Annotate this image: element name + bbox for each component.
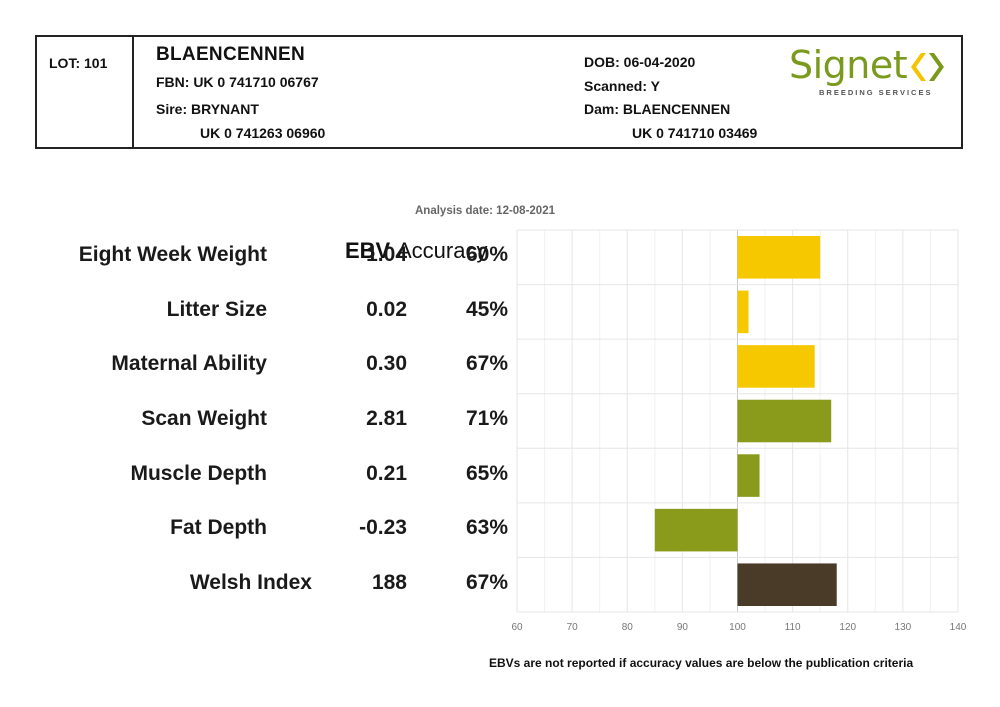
trait-accuracy-value: 67% — [465, 352, 508, 376]
bar-maternal-ability — [737, 345, 815, 388]
trait-ebv-value: 0.21 — [366, 461, 407, 485]
trait-accuracy-value: 71% — [465, 407, 508, 430]
animal-name: BLAENCENNEN — [156, 44, 305, 65]
x-tick-label: 130 — [895, 622, 912, 633]
accuracy-label: Accuracy — [397, 238, 488, 263]
x-tick-label: 120 — [839, 622, 856, 633]
fbn: FBN: UK 0 741710 06767 — [156, 74, 319, 90]
trait-name: Maternal Ability — [111, 352, 267, 376]
x-tick-label: 90 — [677, 622, 689, 633]
trait-name: Fat Depth — [170, 516, 267, 540]
trait-ebv-value: -0.23 — [359, 516, 407, 540]
trait-row: Welsh Index 188 67% — [0, 571, 512, 601]
ebv-bar-chart: 60 70 80 90 100 110 120 130 140 — [511, 229, 967, 633]
x-tick-label: 100 — [729, 622, 746, 633]
date-of-birth: DOB: 06-04-2020 — [584, 54, 696, 70]
trait-row: Fat Depth -0.23 63% — [0, 516, 512, 546]
trait-accuracy-value: 63% — [465, 516, 508, 540]
chevron-logo-icon — [911, 53, 944, 81]
trait-ebv-value: 188 — [371, 570, 407, 594]
signet-logo: Signet BREEDING SERVICES — [789, 43, 949, 103]
trait-row: Muscle Depth 0.21 65% — [0, 462, 512, 492]
trait-ebv-value: 1.04 — [366, 243, 407, 267]
ebv-column-header: EBV — [345, 238, 391, 263]
logo-wordmark: Signet — [789, 43, 908, 87]
x-tick-label: 70 — [567, 622, 579, 633]
bar-scan-weight — [737, 399, 832, 443]
x-tick-label: 60 — [511, 622, 523, 633]
x-tick-label: 110 — [785, 622, 801, 633]
trait-ebv-value: 0.02 — [366, 297, 407, 321]
trait-accuracy-value: 65% — [465, 461, 508, 485]
trait-accuracy-value: 60% — [465, 243, 508, 267]
bar-eight-week-weight — [737, 236, 821, 279]
trait-accuracy-value: 67% — [465, 570, 508, 594]
trait-row: Scan Weight 2.81 71% — [0, 407, 512, 437]
footnote: EBVs are not reported if accuracy values… — [489, 656, 914, 670]
logo-subtitle: BREEDING SERVICES — [819, 88, 933, 97]
trait-ebv-value: 2.81 — [366, 407, 407, 430]
x-tick-label: 140 — [950, 622, 967, 633]
dam-name: Dam: BLAENCENNEN — [584, 101, 731, 117]
sire-id: UK 0 741263 06960 — [200, 125, 326, 141]
animal-header: LOT: 101 BLAENCENNEN FBN: UK 0 741710 06… — [35, 35, 963, 149]
accuracy-column-header: Accuracy — [397, 238, 487, 264]
bar-welsh-index — [737, 563, 837, 606]
trait-row: Eight Week Weight 1.04 60% — [0, 243, 512, 273]
bar-litter-size — [737, 290, 749, 334]
lot-number: LOT: 101 — [49, 55, 108, 71]
analysis-date: Analysis date: 12-08-2021 — [415, 205, 555, 217]
sire-name: Sire: BRYNANT — [156, 101, 259, 117]
dam-id: UK 0 741710 03469 — [632, 125, 758, 141]
trait-row: Litter Size 0.02 45% — [0, 298, 512, 328]
trait-name: Eight Week Weight — [78, 243, 267, 267]
trait-row: Maternal Ability 0.30 67% — [0, 352, 512, 382]
bar-fat-depth — [654, 508, 738, 552]
trait-name: Litter Size — [166, 297, 267, 321]
scanned-status: Scanned: Y — [584, 78, 660, 94]
header-divider — [132, 37, 134, 147]
trait-name: Welsh Index — [189, 570, 312, 594]
trait-name: Muscle Depth — [130, 461, 267, 485]
trait-accuracy-value: 45% — [465, 297, 508, 321]
trait-name: Scan Weight — [141, 407, 267, 430]
trait-ebv-value: 0.30 — [366, 352, 407, 376]
bar-muscle-depth — [737, 454, 760, 497]
x-tick-label: 80 — [622, 622, 634, 633]
